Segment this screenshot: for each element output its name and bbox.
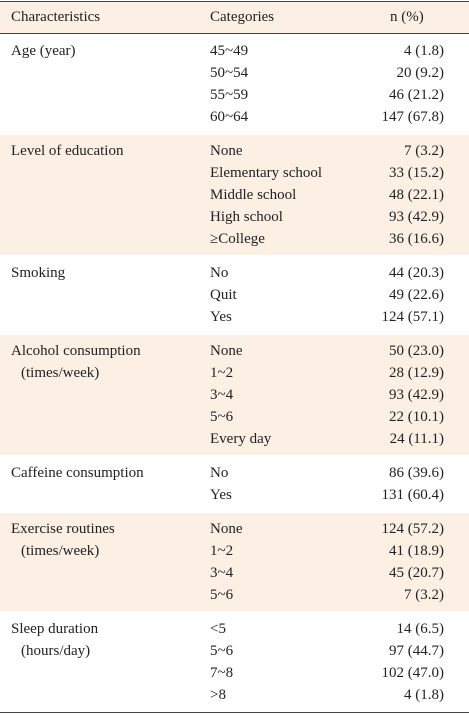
count-percent: 14 (6.5) <box>396 621 445 637</box>
category: >8 <box>210 687 226 703</box>
count-percent: 33 (15.2) <box>389 165 444 181</box>
category: 60~64 <box>210 109 249 125</box>
characteristic: (times/week) <box>21 543 100 559</box>
category: None <box>210 143 243 159</box>
count-percent: 147 (67.8) <box>381 109 445 125</box>
category: 1~2 <box>210 543 234 559</box>
category: 45~49 <box>210 43 249 59</box>
count-percent: 46 (21.2) <box>389 87 444 103</box>
category: ≥College <box>210 231 265 247</box>
category: 55~59 <box>210 87 249 103</box>
count-percent: 93 (42.9) <box>389 209 444 225</box>
category: 3~4 <box>210 565 234 581</box>
count-percent: 48 (22.1) <box>389 187 444 203</box>
category: Every day <box>210 431 272 447</box>
category: None <box>210 343 243 359</box>
group-band <box>0 513 469 611</box>
count-percent: 50 (23.0) <box>389 343 444 359</box>
count-percent: 86 (39.6) <box>389 465 444 481</box>
count-percent: 22 (10.1) <box>389 409 444 425</box>
characteristic: Exercise routines <box>11 521 115 537</box>
characteristic: Sleep duration <box>11 621 99 637</box>
header-cell: Categories <box>210 9 275 25</box>
group-band <box>0 335 469 455</box>
count-percent: 102 (47.0) <box>381 665 445 681</box>
count-percent: 41 (18.9) <box>389 543 444 559</box>
category: No <box>210 265 229 281</box>
count-percent: 49 (22.6) <box>389 287 444 303</box>
count-percent: 4 (1.8) <box>404 43 444 59</box>
category: Quit <box>210 287 237 303</box>
header-cell: n (%) <box>390 9 424 25</box>
bottom-rule <box>0 712 469 713</box>
count-percent: 93 (42.9) <box>389 387 444 403</box>
count-percent: 7 (3.2) <box>404 143 444 159</box>
header-rule <box>0 33 469 34</box>
count-percent: 97 (44.7) <box>389 643 444 659</box>
top-rule <box>0 1 469 2</box>
category: Yes <box>210 487 232 503</box>
characteristic: Level of education <box>11 143 124 159</box>
count-percent: 28 (12.9) <box>389 365 444 381</box>
count-percent: 20 (9.2) <box>396 65 445 81</box>
count-percent: 131 (60.4) <box>381 487 445 503</box>
category: Yes <box>210 309 232 325</box>
category: None <box>210 521 243 537</box>
count-percent: 4 (1.8) <box>404 687 444 703</box>
count-percent: 7 (3.2) <box>404 587 444 603</box>
category: Middle school <box>210 187 297 203</box>
header-row <box>0 2 469 33</box>
category: High school <box>210 209 283 225</box>
category: 7~8 <box>210 665 234 681</box>
category: 5~6 <box>210 587 234 603</box>
category: 1~2 <box>210 365 234 381</box>
header-cell: Characteristics <box>11 9 101 25</box>
count-percent: 36 (16.6) <box>389 231 444 247</box>
category: 3~4 <box>210 387 234 403</box>
category: 50~54 <box>210 65 249 81</box>
category: 5~6 <box>210 643 234 659</box>
count-percent: 24 (11.1) <box>389 431 444 447</box>
count-percent: 45 (20.7) <box>389 565 444 581</box>
count-percent: 124 (57.2) <box>381 521 445 537</box>
category: 5~6 <box>210 409 234 425</box>
category: <5 <box>210 621 226 637</box>
characteristic: (times/week) <box>21 365 100 381</box>
count-percent: 44 (20.3) <box>389 265 444 281</box>
characteristic: Age (year) <box>11 43 76 59</box>
characteristic: (hours/day) <box>21 643 91 659</box>
characteristic: Alcohol consumption <box>11 343 141 359</box>
characteristic: Smoking <box>11 265 66 281</box>
category: No <box>210 465 229 481</box>
group-band <box>0 135 469 255</box>
category: Elementary school <box>210 165 323 181</box>
count-percent: 124 (57.1) <box>381 309 445 325</box>
characteristic: Caffeine consumption <box>11 465 144 481</box>
